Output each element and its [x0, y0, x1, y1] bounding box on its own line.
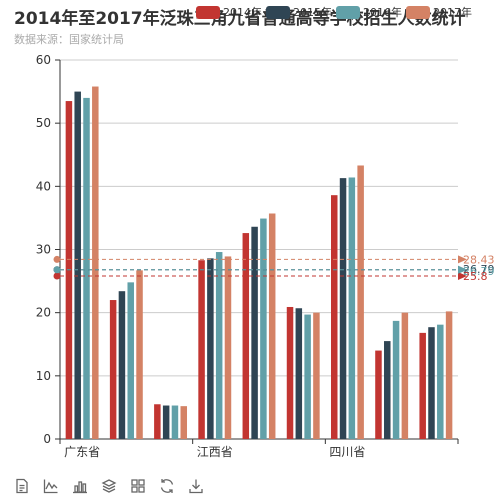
line-chart-icon[interactable]	[41, 476, 61, 496]
bar	[348, 177, 356, 440]
y-tick-label: 0	[43, 432, 51, 446]
bar	[375, 350, 382, 439]
bar	[171, 405, 179, 439]
bar	[428, 327, 435, 439]
average-line-start	[53, 255, 61, 263]
legend-item-2015[interactable]: 2015年	[266, 4, 332, 20]
data-view-icon[interactable]	[12, 476, 32, 496]
bar	[127, 282, 134, 439]
bar	[162, 405, 170, 439]
bar	[180, 406, 188, 439]
legend-label: 2015年	[293, 6, 332, 19]
average-line-start	[53, 272, 61, 280]
bar	[74, 91, 81, 439]
bar	[268, 213, 276, 439]
bar	[92, 86, 99, 439]
bar	[419, 332, 426, 439]
bar	[207, 258, 214, 439]
stack-icon[interactable]	[99, 476, 119, 496]
average-value-label: 26.79	[463, 263, 495, 276]
bar	[118, 291, 126, 439]
bar-chart-icon[interactable]	[70, 476, 90, 496]
bar	[392, 320, 400, 439]
legend-item-2016[interactable]: 2016年	[336, 4, 402, 20]
restore-icon[interactable]	[157, 476, 177, 496]
legend-label: 2016年	[363, 6, 402, 19]
legend-swatch	[266, 5, 290, 19]
legend-item-2014[interactable]: 2014年	[196, 4, 262, 20]
bar	[260, 218, 267, 439]
y-tick-label: 40	[36, 179, 51, 193]
bar	[384, 341, 391, 439]
y-tick-label: 50	[36, 116, 51, 130]
average-line-arrow	[458, 255, 467, 264]
save-image-icon[interactable]	[186, 476, 206, 496]
average-value-label: 26.79	[463, 265, 495, 278]
bar	[198, 260, 205, 439]
y-tick-label: 60	[36, 53, 51, 67]
bar	[401, 312, 409, 439]
legend-label: 2014年	[223, 6, 262, 19]
bar	[251, 226, 258, 439]
x-tick-label: 四川省	[329, 445, 365, 459]
y-tick-label: 20	[36, 306, 51, 320]
bar	[313, 312, 320, 439]
bar	[286, 306, 294, 439]
average-line-arrow	[458, 272, 467, 281]
bar	[357, 165, 364, 439]
toolbox	[12, 476, 206, 496]
legend: 2014年 2015年 2016年 2017年	[196, 4, 476, 20]
legend-item-2017[interactable]: 2017年	[406, 4, 472, 20]
bar	[215, 252, 223, 439]
bar	[136, 270, 143, 439]
bar	[295, 308, 303, 439]
x-tick-label: 江西省	[197, 445, 233, 459]
average-line-start	[53, 266, 61, 274]
bar	[154, 404, 161, 439]
legend-swatch	[196, 5, 220, 19]
bar	[339, 178, 347, 439]
bar	[242, 233, 250, 439]
bar	[83, 97, 90, 440]
chart-subtitle: 数据来源：国家统计局	[14, 33, 124, 46]
bar	[437, 324, 444, 439]
x-tick-label: 广东省	[64, 445, 100, 459]
bar	[330, 195, 338, 439]
average-line-arrow	[458, 265, 467, 274]
y-tick-label: 30	[36, 243, 51, 257]
bar	[445, 311, 453, 439]
legend-swatch	[336, 5, 360, 19]
bar	[304, 314, 311, 439]
legend-label: 2017年	[433, 6, 472, 19]
bar	[224, 256, 232, 439]
bar	[109, 300, 117, 439]
y-tick-label: 10	[36, 369, 51, 383]
tiled-icon[interactable]	[128, 476, 148, 496]
average-value-label: 28.43	[463, 253, 495, 266]
average-value-label: 25.8	[463, 270, 488, 283]
legend-swatch	[406, 5, 430, 19]
